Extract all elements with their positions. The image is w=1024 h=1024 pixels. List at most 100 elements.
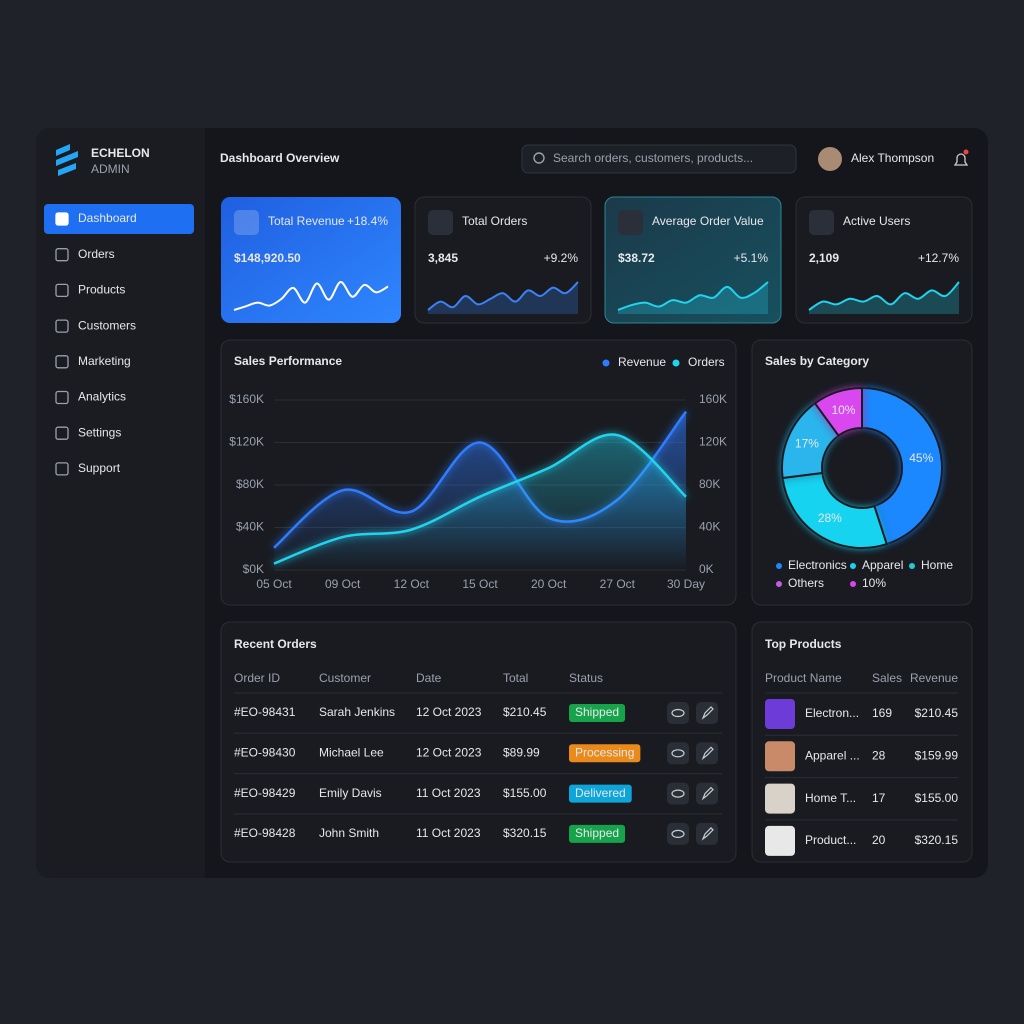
pencil-icon [701,746,714,761]
avatar[interactable] [818,147,842,171]
y-tick-label: $120K [229,435,264,449]
nav-item[interactable]: Products [78,283,125,297]
nav-icon [55,319,69,333]
kpi-icon [234,210,259,235]
status-badge [569,784,632,803]
column-header: Customer [319,671,371,685]
cell: $210.45 [915,706,959,720]
kpi-card [221,197,401,323]
cell: $155.00 [915,791,959,805]
legend-dot [776,563,782,569]
bell[interactable] [953,153,969,166]
cell: #EO-98431 [234,705,296,719]
y2-tick-label: 120K [699,435,727,449]
panel-title: Recent Orders [234,637,317,651]
nav-icon [55,426,69,440]
column-header: Date [416,671,442,685]
x-tick-label: 12 Oct [394,577,430,591]
y2-tick-label: 80K [699,477,720,491]
view-button[interactable] [667,702,689,724]
slice-label: 28% [818,511,842,525]
cell: $159.99 [915,748,959,762]
kpi-label: Total Orders [462,214,527,228]
kpi-label: Active Users [843,214,910,228]
edit-button[interactable] [696,782,718,805]
kpi-change: +9.2% [544,251,579,265]
kpi-icon [809,210,834,235]
y2-tick-label: 0K [699,562,714,576]
y2-tick-label: 40K [699,520,720,534]
edit-button[interactable] [696,822,718,845]
y-tick-label: $80K [236,477,264,491]
legend-label: Others [788,576,824,590]
nav-item[interactable]: Analytics [78,390,126,404]
cell: Home T... [805,791,856,805]
search-icon [533,152,545,164]
eye-icon [671,749,685,758]
panel [751,339,973,606]
product-thumb [765,741,795,772]
logo [56,144,78,176]
nav-item[interactable]: Marketing [78,354,131,368]
column-header: Product Name [765,671,842,685]
kpi-value: $148,920.50 [234,251,301,265]
cell: 169 [872,706,892,720]
nav-item[interactable]: Settings [78,425,121,439]
panel-title: Sales by Category [765,354,869,368]
slice-label: 17% [795,436,819,450]
edit-button[interactable] [696,742,718,765]
cell: 28 [872,748,886,762]
edit-button[interactable] [696,702,718,724]
x-tick-label: 27 Oct [600,577,636,591]
cell: 20 [872,833,886,847]
nav-item[interactable]: Support [78,461,121,475]
legend-dot [850,563,856,569]
cell: John Smith [319,826,379,840]
status-text: Processing [575,745,634,759]
sparkline [233,281,389,311]
donut-slice [813,386,863,438]
eye-icon [671,829,685,839]
nav-item[interactable]: Orders [78,247,115,261]
legend-dot [602,359,610,367]
kpi-icon [428,210,453,235]
sparkline [427,281,579,311]
kpi-label: Total Revenue [268,214,345,228]
page-title: Dashboard Overview [220,151,340,165]
panel-title: Top Products [765,637,842,651]
cell: Apparel ... [805,748,860,762]
donut-slice [781,471,888,549]
x-tick-label: 20 Oct [531,577,567,591]
search-placeholder: Search orders, customers, products... [553,151,753,165]
legend-dot [672,359,680,367]
nav-icon [55,212,69,226]
column-header: Status [569,671,603,685]
sparkline-area [809,282,959,314]
nav-icon [55,390,69,405]
nav-item[interactable]: Dashboard [78,211,137,225]
nav-icon [55,248,69,262]
sidebar [36,128,205,878]
view-button[interactable] [667,742,689,765]
view-button[interactable] [667,822,689,845]
nav-icon [55,462,69,476]
legend-label: Revenue [618,355,666,369]
cell: #EO-98430 [234,745,296,759]
column-header: Order ID [234,671,280,685]
cell: 11 Oct 2023 [416,826,481,840]
legend-label: Home [921,558,953,572]
x-tick-label: 05 Oct [256,577,292,591]
nav-item[interactable]: Customers [78,318,136,332]
cell: 11 Oct 2023 [416,786,481,800]
user-name[interactable]: Alex Thompson [851,151,934,165]
x-tick-label: 09 Oct [325,577,361,591]
view-button[interactable] [667,782,689,805]
x-tick-label: 15 Oct [462,577,498,591]
slice-label: 10% [831,403,855,417]
cell: 12 Oct 2023 [416,705,482,719]
cell: 12 Oct 2023 [416,745,482,759]
cell: $89.99 [503,745,540,759]
search-box[interactable] [521,144,797,174]
